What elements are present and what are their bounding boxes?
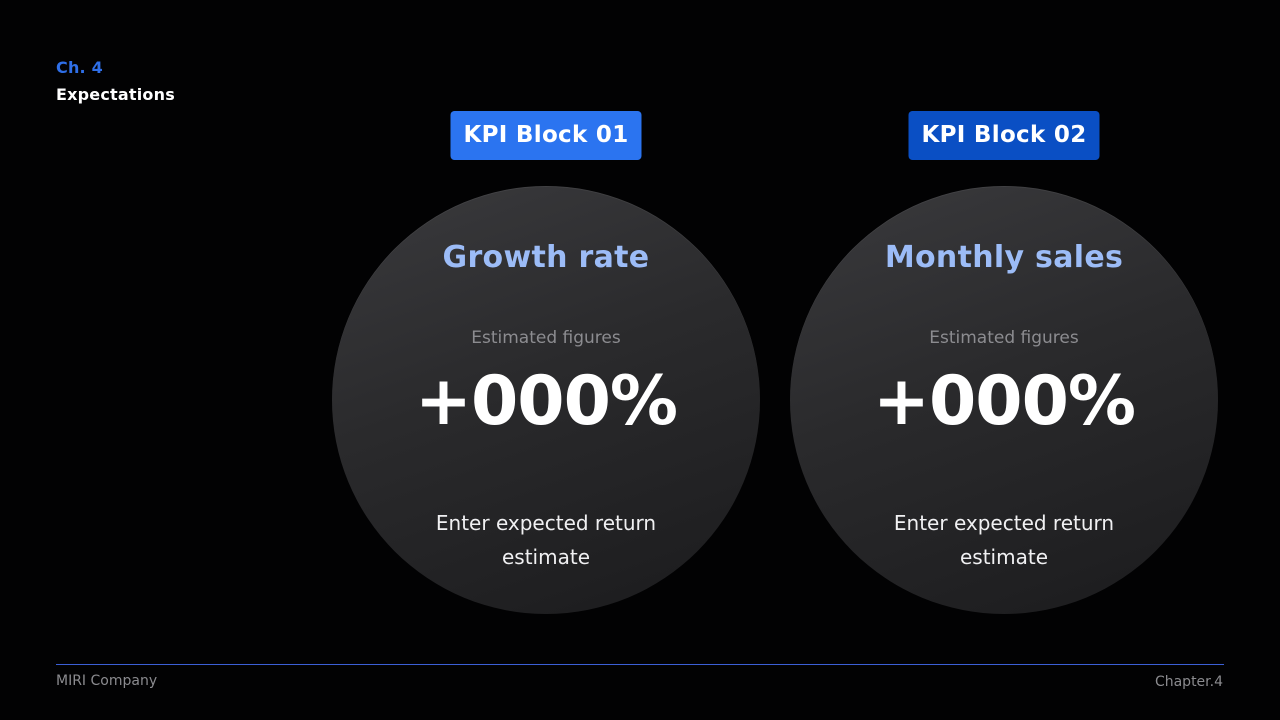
chapter-number: Ch. 4 [56,58,103,77]
kpi-subtitle: Estimated figures [929,328,1079,348]
kpi-description: Enter expected return estimate [435,511,657,569]
kpi-subtitle: Estimated figures [471,328,621,348]
section-title: Expectations [56,85,175,104]
footer-company: MIRI Company [56,673,158,689]
kpi-circle [332,186,760,614]
kpi-description: Enter expected return estimate [893,511,1115,569]
kpi-block-1: KPI Block 01 Growth rate Estimated figur… [332,111,760,614]
kpi-circle [790,186,1218,614]
footer-chapter: Chapter.4 [1154,674,1223,690]
kpi-title: Growth rate [442,240,650,275]
kpi-title: Monthly sales [884,240,1124,275]
kpi-badge: KPI Block 02 [908,111,1100,160]
kpi-badge: KPI Block 01 [450,111,642,160]
kpi-value: +000% [872,362,1136,441]
kpi-value: +000% [414,362,678,441]
footer-divider [56,664,1224,665]
kpi-block-2: KPI Block 02 Monthly sales Estimated fig… [790,111,1218,614]
